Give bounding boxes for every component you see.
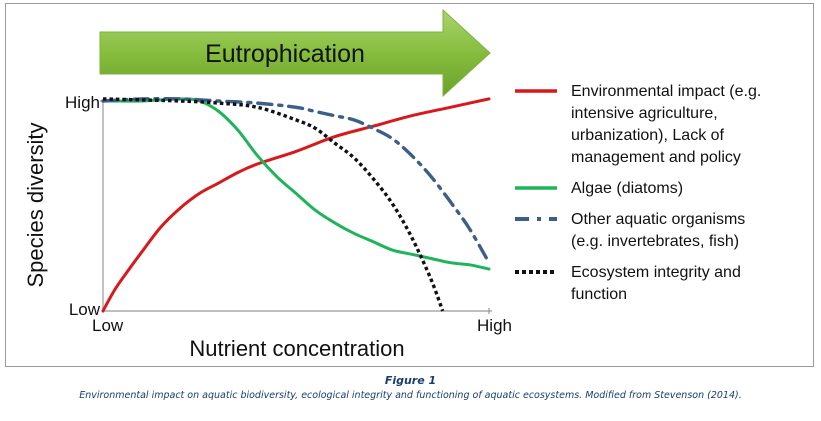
y-tick-label-high: High <box>65 93 100 112</box>
legend-label-environmental-impact-e-g-inten-line-1: intensive agriculture, <box>571 105 718 122</box>
series-line-environmental-impact-e-g-inten <box>101 97 491 313</box>
series-line-other-aquatic-organisms-e-g-in <box>101 96 491 265</box>
legend-label-environmental-impact-e-g-inten-line-0: Environmental impact (e.g. <box>571 83 761 100</box>
legend: Environmental impact (e.g. intensive agri… <box>515 83 761 303</box>
arrow-shape <box>99 8 491 98</box>
y-axis-label: Species diversity <box>23 122 48 287</box>
figure-caption-title: Figure 1 <box>384 374 437 387</box>
arrow-label: Eutrophication <box>205 40 365 68</box>
axes <box>100 100 492 314</box>
legend-label-algae-diatoms-line-0: Algae (diatoms) <box>571 180 683 197</box>
legend-label-ecosystem-integrity-and-functi-line-0: Ecosystem integrity and <box>571 264 741 281</box>
x-tick-label-low: Low <box>92 316 124 335</box>
legend-label-other-aquatic-organisms-e-g-in-line-1: (e.g. invertebrates, fish) <box>571 233 739 250</box>
series-line-algae-diatoms <box>101 97 491 271</box>
legend-label-other-aquatic-organisms-e-g-in-line-0: Other aquatic organisms <box>571 211 745 228</box>
chart: Eutrophication High Low Low High Nutrien… <box>23 8 761 361</box>
x-tick-label-high: High <box>477 316 512 335</box>
legend-label-environmental-impact-e-g-inten-line-3: management and policy <box>571 149 741 166</box>
x-axis-label: Nutrient concentration <box>189 336 404 361</box>
legend-label-ecosystem-integrity-and-functi-line-1: function <box>571 286 627 303</box>
series-line-ecosystem-integrity-and-functi <box>102 97 445 312</box>
y-tick-label-low: Low <box>69 300 101 319</box>
series-lines <box>101 96 491 313</box>
figure-caption-text: Environmental impact on aquatic biodiver… <box>79 390 742 401</box>
tick-labels: High Low Low High <box>65 93 512 335</box>
eutrophication-arrow: Eutrophication <box>99 8 491 98</box>
legend-label-environmental-impact-e-g-inten-line-2: urbanization), Lack of <box>571 127 725 144</box>
